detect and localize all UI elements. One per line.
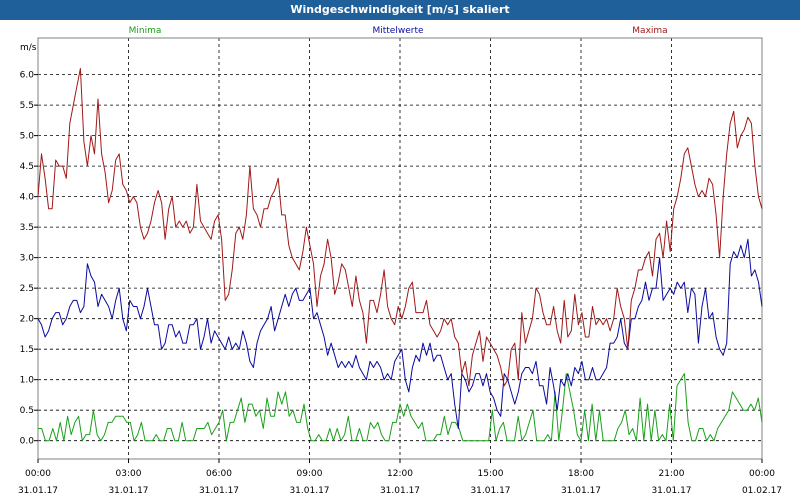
- y-tick-label: 3.5: [20, 223, 34, 233]
- x-tick-time: 06:00: [206, 469, 232, 479]
- y-tick-label: 6.0: [20, 71, 35, 81]
- x-tick-date: 31.01.17: [470, 486, 510, 496]
- y-tick-label: 1.0: [20, 376, 35, 386]
- x-tick-date: 31.01.17: [561, 486, 601, 496]
- minima-line: [38, 373, 763, 442]
- x-tick-date: 01.02.17: [742, 486, 782, 496]
- chart-canvas: 0.0 0.5 1.0 1.5 2.0 2.5 3.0 3.5 4.0 4.5 5.0 5.5 6.0 m…: [18, 26, 782, 496]
- y-tick-label: 4.0: [20, 193, 35, 203]
- x-tick-time: 00:00: [25, 469, 51, 479]
- y-tick-label: 5.0: [20, 132, 35, 142]
- x-tick-time: 15:00: [478, 469, 504, 479]
- y-tick-label: 0.5: [20, 406, 34, 416]
- legend: Minima Mittelwerte Maxima: [129, 26, 668, 36]
- x-tick-time: 12:00: [387, 469, 413, 479]
- x-tick-time: 00:00: [749, 469, 775, 479]
- x-tick-time: 09:00: [297, 469, 323, 479]
- y-tick-label: 3.0: [20, 254, 35, 264]
- grid: [38, 38, 762, 459]
- y-tick-label: 2.5: [20, 284, 34, 294]
- x-tick-time: 21:00: [659, 469, 685, 479]
- legend-maxima: Maxima: [632, 26, 667, 36]
- x-tick-date: 31.01.17: [199, 486, 239, 496]
- x-tick-date: 31.01.17: [380, 486, 420, 496]
- y-tick-label: 5.5: [20, 101, 34, 111]
- x-tick-time: 03:00: [116, 469, 142, 479]
- x-tick-date: 31.01.17: [18, 486, 58, 496]
- axes: [34, 37, 763, 463]
- chart-title: Windgeschwindigkeit [m/s] skaliert: [0, 0, 800, 20]
- x-tick-date: 31.01.17: [651, 486, 691, 496]
- y-axis-label: m/s: [20, 43, 37, 53]
- legend-minima: Minima: [129, 26, 162, 36]
- x-tick-date: 31.01.17: [108, 486, 148, 496]
- labels: 0.0 0.5 1.0 1.5 2.0 2.5 3.0 3.5 4.0 4.5 5.0 5.5 6.0 m…: [18, 43, 782, 496]
- x-tick-date: 31.01.17: [289, 486, 329, 496]
- y-tick-label: 4.5: [20, 162, 34, 172]
- y-tick-label: 2.0: [20, 315, 35, 325]
- series-layer: [37, 68, 763, 442]
- y-tick-label: 0.0: [20, 437, 35, 447]
- x-tick-time: 18:00: [568, 469, 594, 479]
- legend-mittelwerte: Mittelwerte: [372, 26, 423, 36]
- mittelwerte-line: [37, 238, 763, 429]
- maxima-line: [37, 68, 763, 387]
- y-tick-label: 1.5: [20, 345, 34, 355]
